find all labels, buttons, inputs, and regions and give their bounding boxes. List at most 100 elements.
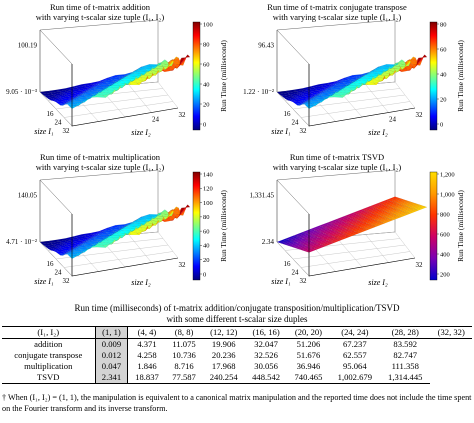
- table-row-label: conjugate transpose: [2, 350, 96, 361]
- figure-addition: Run time of t-matrix addition with varyi…: [0, 0, 237, 150]
- colorbar-tick-label: 1,200: [440, 171, 455, 178]
- runtime-table: (I₁, I₂) (1, 1) (4, 4) (8, 8) (12, 12) (16, …: [2, 326, 472, 384]
- y-axis-label: size I₂: [368, 278, 388, 287]
- table-row-label: addition: [2, 338, 96, 350]
- table-cell: 30.056: [254, 361, 278, 371]
- surface-mesh: [39, 204, 191, 259]
- colorbar-tick-label: 0: [203, 121, 206, 128]
- x-tick-label: 16: [47, 260, 55, 268]
- y-axis-label: size I₂: [131, 278, 151, 287]
- figure-title-line2: with varying t-scalar size tuple (I₁, I₂…: [272, 12, 402, 22]
- x-tick-label: 24: [292, 119, 300, 127]
- x-tick-label: 32: [63, 277, 71, 285]
- colorbar-tick-label: 140: [203, 171, 213, 178]
- colorbar-label: Run Time (millisecond): [219, 40, 228, 112]
- figure-title: Run time of t-matrix addition with varyi…: [0, 2, 200, 22]
- colorbar-tick-label: 800: [440, 211, 450, 218]
- table-cell: 32.047: [254, 339, 278, 349]
- figure-title-line1: Run time of t-matrix multiplication: [40, 152, 160, 162]
- table-cell: 4.258: [137, 350, 157, 360]
- x-tick-label: 32: [63, 127, 71, 135]
- plot-axis-frame: [308, 214, 416, 277]
- surface-mesh: [39, 54, 191, 109]
- figure-title-line2: with varying t-scalar size tuple (I₁, I₂…: [35, 12, 165, 22]
- plot-side-wall: [276, 29, 310, 127]
- table-column-header: (24, 24): [329, 326, 381, 339]
- colorbar-tick-label: 40: [203, 81, 210, 88]
- figure-title-line1: Run time of t-matrix conjugate transpose: [267, 2, 407, 12]
- z-tick-label: 100.19: [18, 41, 38, 49]
- y-tick-label: 24: [152, 116, 160, 124]
- table-cell: 240.254: [202, 372, 245, 384]
- colorbar-tick-label: 80: [203, 41, 210, 48]
- table-cell: 11.075: [172, 339, 196, 349]
- colorbar-label: Run Time (millisecond): [456, 40, 465, 112]
- z-tick-label: 1.22 · 10⁻²: [243, 88, 274, 96]
- colorbar-tick-label: 1,000: [440, 191, 455, 198]
- x-axis-label: size I₁: [271, 127, 291, 136]
- plot-side-wall: [276, 179, 310, 277]
- table-cell: 448.542: [244, 372, 288, 384]
- plot-grid-line: [128, 84, 152, 113]
- colorbar-tick-label: 40: [440, 71, 447, 78]
- figure-grid: Run time of t-matrix addition with varyi…: [0, 0, 474, 300]
- table-cell: 18.837: [127, 372, 166, 384]
- table-cell: 62.557: [343, 350, 367, 360]
- table-row: addition 0.009 4.371 11.075 19.906 32.047 51.2…: [2, 338, 472, 350]
- plot-grid-line: [300, 251, 411, 268]
- colorbar-tick-label: 60: [440, 46, 447, 53]
- z-tick-label: 140.05: [18, 191, 38, 199]
- table-corner-header: (I₁, I₂): [2, 326, 96, 339]
- surface-mesh: [276, 196, 428, 253]
- plot-axis-frame: [71, 214, 179, 277]
- figure-title: Run time of t-matrix multiplication with…: [0, 152, 200, 172]
- table-cell: 4.371: [137, 339, 157, 349]
- table-column-header: (16, 16): [244, 326, 288, 339]
- colorbar-tick-label: 20: [203, 101, 210, 108]
- figure-conjugate-transpose: Run time of t-matrix conjugate transpose…: [237, 0, 474, 150]
- table-column-header: (12, 12): [202, 326, 245, 339]
- figure-title-line2: with varying t-scalar size tuple (I₁, I₂…: [35, 162, 165, 172]
- figure-title: Run time of t-matrix TSVD with varying t…: [237, 152, 437, 172]
- table-cell: 20.236: [211, 350, 236, 360]
- figure-multiplication: Run time of t-matrix multiplication with…: [0, 150, 237, 300]
- table-column-header: (8, 8): [165, 326, 203, 339]
- table-column-header: (4, 4): [127, 326, 166, 339]
- y-axis-label: size I₂: [368, 128, 388, 137]
- table-cell: 36.946: [296, 361, 321, 371]
- table-cell: 740.465: [287, 372, 330, 384]
- x-tick-label: 24: [55, 269, 63, 277]
- z-tick-label: 96.43: [258, 41, 274, 49]
- table-cell: 111.358: [391, 361, 419, 371]
- x-tick-label: 16: [284, 260, 292, 268]
- x-axis-label: size I₁: [34, 277, 54, 286]
- table-cell: 67.237: [343, 339, 367, 349]
- table-column-header: (32, 32): [430, 326, 472, 339]
- plot-grid-line: [63, 101, 174, 118]
- plot-grid-line: [128, 234, 152, 263]
- colorbar-tick-label: 400: [440, 251, 450, 258]
- table-cell: 10.736: [172, 350, 196, 360]
- y-tick-label: 32: [179, 111, 187, 119]
- colorbar-tick-label: 20: [203, 257, 210, 264]
- colorbar-tick-label: 40: [203, 243, 210, 250]
- figure-title-line1: Run time of t-matrix TSVD: [289, 152, 385, 162]
- table-header-row: (I₁, I₂) (1, 1) (4, 4) (8, 8) (12, 12) (16, …: [2, 326, 472, 339]
- x-tick-label: 24: [292, 269, 300, 277]
- table-column-header: (20, 20): [287, 326, 330, 339]
- table-column-header: (28, 28): [380, 326, 431, 339]
- table-column-header: (1, 1): [94, 326, 129, 339]
- plot-grid-line: [157, 81, 179, 109]
- colorbar: [192, 171, 201, 281]
- plot-side-wall: [39, 29, 73, 127]
- y-tick-label: 32: [179, 261, 187, 269]
- colorbar-tick-label: 60: [203, 228, 210, 235]
- table-cell: 0.009: [94, 338, 129, 350]
- colorbar-tick-label: 100: [203, 21, 213, 28]
- table-cell: 51.676: [296, 350, 321, 360]
- plot-grid-line: [63, 251, 174, 268]
- table-cell: 77.587: [165, 372, 203, 384]
- table-cell: 1.846: [137, 361, 157, 371]
